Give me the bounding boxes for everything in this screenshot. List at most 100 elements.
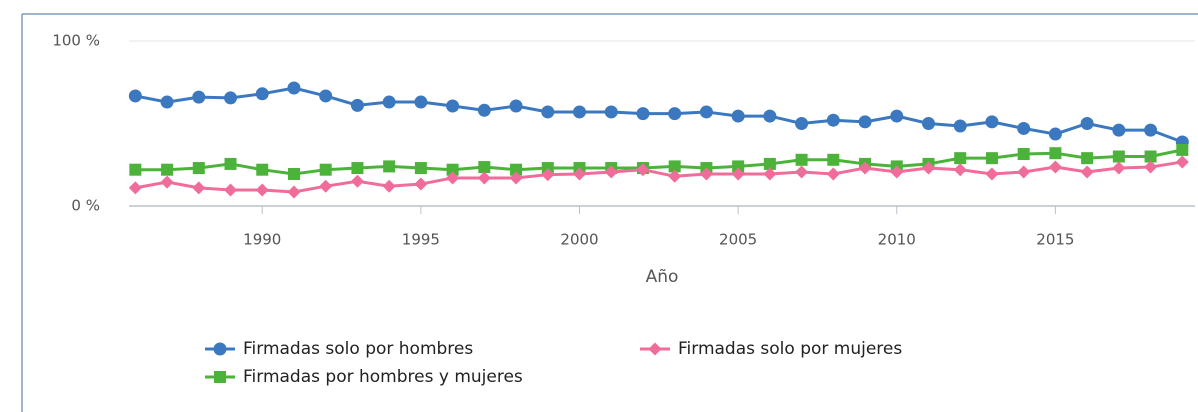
marker — [350, 98, 364, 112]
marker — [699, 167, 713, 181]
marker — [319, 163, 332, 176]
marker — [129, 163, 142, 176]
marker — [1144, 123, 1158, 137]
marker — [795, 153, 808, 166]
marker — [573, 105, 587, 119]
marker — [446, 171, 460, 185]
marker — [731, 109, 745, 123]
marker — [858, 161, 872, 175]
marker — [668, 107, 682, 121]
marker — [922, 161, 935, 175]
marker — [478, 161, 491, 174]
marker — [890, 109, 904, 123]
x-tick-label: 2010 — [878, 231, 916, 249]
marker — [382, 179, 396, 193]
x-tick-label: 1990 — [243, 231, 281, 249]
marker — [255, 183, 269, 197]
marker — [128, 89, 142, 103]
marker — [1175, 155, 1189, 169]
marker — [160, 175, 174, 189]
marker — [668, 160, 681, 173]
series-line — [135, 148, 1183, 176]
marker — [477, 103, 491, 117]
marker — [1080, 117, 1094, 130]
marker — [319, 179, 333, 193]
marker — [382, 95, 396, 109]
marker — [732, 160, 745, 173]
marker — [763, 157, 776, 170]
marker — [731, 167, 745, 181]
marker — [890, 165, 904, 179]
marker — [763, 109, 777, 123]
marker — [1017, 148, 1030, 161]
marker — [192, 162, 205, 175]
marker — [1112, 161, 1126, 175]
marker — [1112, 150, 1125, 163]
marker — [224, 157, 237, 170]
marker — [351, 162, 364, 175]
legend-marker — [213, 342, 227, 356]
marker — [541, 168, 555, 182]
marker — [1176, 143, 1189, 156]
legend-label: Firmadas por hombres y mujeres — [243, 367, 523, 387]
x-tick-label: 2015 — [1036, 231, 1074, 249]
marker — [414, 177, 428, 191]
marker — [287, 81, 301, 95]
x-axis-label: Año — [646, 267, 679, 287]
series-line — [135, 86, 1183, 144]
marker — [985, 152, 998, 165]
marker — [1048, 160, 1062, 174]
marker — [287, 185, 301, 199]
marker — [1017, 121, 1031, 135]
marker — [414, 95, 428, 109]
marker — [858, 115, 872, 129]
marker — [1144, 150, 1157, 163]
marker — [668, 169, 682, 183]
marker — [1081, 152, 1094, 165]
marker — [192, 181, 206, 195]
marker — [604, 165, 618, 179]
marker — [953, 119, 967, 133]
marker — [255, 87, 269, 101]
marker — [446, 99, 460, 113]
marker — [510, 163, 523, 176]
legend-label: Firmadas solo por hombres — [243, 339, 473, 359]
marker — [985, 167, 999, 181]
marker — [350, 174, 364, 188]
marker — [604, 105, 618, 119]
marker — [509, 171, 523, 185]
marker — [161, 163, 174, 176]
marker — [509, 99, 523, 113]
marker — [826, 113, 840, 127]
marker — [1144, 160, 1158, 174]
marker — [795, 165, 809, 179]
legend-label: Firmadas solo por mujeres — [678, 339, 902, 359]
marker — [128, 181, 142, 195]
marker — [763, 167, 777, 181]
marker — [224, 183, 238, 197]
marker — [1112, 123, 1126, 137]
marker — [636, 107, 650, 121]
marker — [477, 171, 491, 185]
marker — [699, 105, 713, 119]
marker — [446, 163, 459, 176]
marker — [192, 90, 206, 104]
marker — [1017, 165, 1031, 179]
x-tick-label: 1995 — [402, 231, 440, 249]
legend-marker — [214, 371, 226, 383]
marker — [1048, 127, 1062, 141]
marker — [922, 117, 935, 130]
marker — [541, 105, 555, 119]
marker — [224, 91, 238, 105]
marker — [1080, 165, 1094, 179]
marker — [827, 153, 840, 166]
marker — [826, 167, 840, 181]
marker — [256, 163, 269, 176]
marker — [414, 162, 427, 175]
y-tick-label: 100 % — [52, 32, 100, 50]
marker — [383, 160, 396, 173]
marker — [319, 89, 333, 103]
x-tick-label: 2005 — [719, 231, 757, 249]
marker — [953, 163, 967, 177]
